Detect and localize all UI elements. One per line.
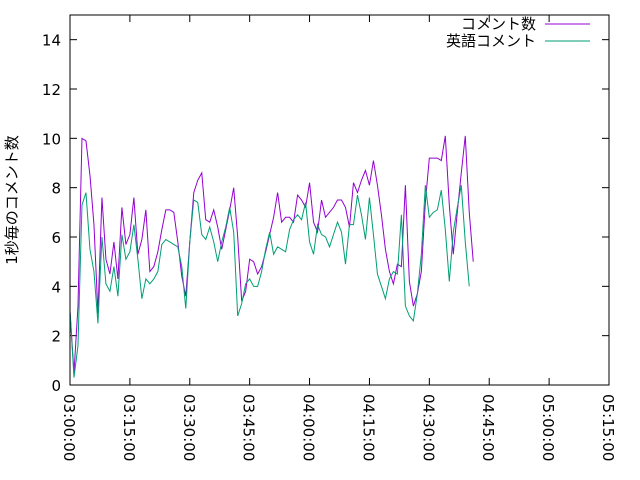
series-line-0 [69,135,474,373]
legend-label: 英語コメント [446,32,536,50]
x-tick-label: 03:15:00 [120,394,138,461]
y-tick-label: 0 [51,377,61,395]
y-tick-label: 2 [51,328,61,346]
x-tick-label: 03:00:00 [60,394,78,461]
x-tick-label: 04:45:00 [479,394,497,461]
x-tick-label: 04:00:00 [300,394,318,461]
x-tick-label: 04:30:00 [419,394,437,461]
y-tick-label: 12 [42,81,61,99]
y-tick-label: 8 [51,180,61,198]
y-axis-label: 1秒毎のコメント数 [3,135,21,265]
y-tick-label: 10 [42,130,61,148]
legend-label: コメント数 [461,15,536,33]
y-tick-label: 4 [51,278,61,296]
series-line-1 [69,185,470,378]
x-tick-label: 03:45:00 [240,394,258,461]
y-tick-label: 6 [51,229,61,247]
x-tick-label: 05:00:00 [539,394,557,461]
x-tick-label: 05:15:00 [599,394,617,461]
x-tick-label: 04:15:00 [359,394,377,461]
x-tick-label: 03:30:00 [180,394,198,461]
axis-tick-labels: 0 2 4 6 8 10 12 14 03:00:00 03:15:00 03:30:00 03:45… [42,32,617,462]
y-tick-label: 14 [42,32,61,50]
series-lines [69,135,474,378]
plot-frame [69,14,610,386]
